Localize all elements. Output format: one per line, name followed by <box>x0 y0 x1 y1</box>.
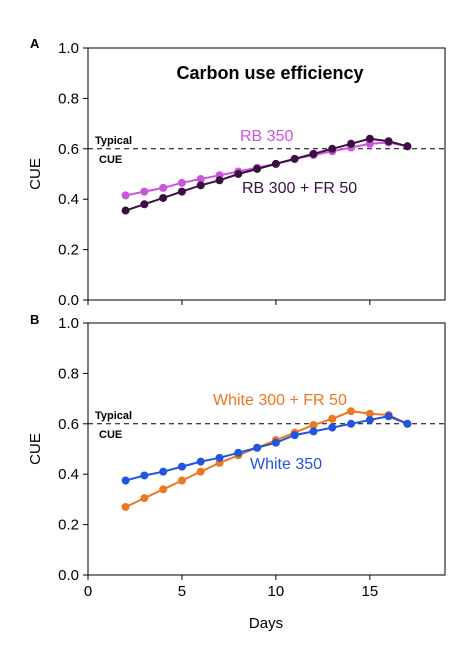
panel-a-rb-300-fr-50-point <box>234 170 243 178</box>
panel-a-rb-300-fr-50-point <box>140 200 149 209</box>
panel-a-series-label-rb-350: RB 350 <box>240 128 293 145</box>
panel-b-y-tick-label: 0.2 <box>58 517 79 534</box>
panel-b-white-300-fr-50-point <box>328 414 337 423</box>
panel-b-white-350-point <box>384 412 393 421</box>
panel-b-white-350-line <box>125 415 408 482</box>
panel-a-y-tick-label: 0.2 <box>58 242 79 259</box>
panel-a-rb-300-fr-50-point <box>328 144 337 153</box>
panel-a-series-label-rb-300-fr-50: RB 300 + FR 50 <box>242 180 357 197</box>
panel-b-white-350-point <box>328 423 337 432</box>
panel-b-plot-frame <box>87 322 446 576</box>
panel-a-rb-350-point <box>140 187 149 196</box>
panel-b-white-350-point <box>403 419 412 428</box>
panel-b-x-axis-title: Days <box>249 615 283 632</box>
panel-a-y-tick-label: 0.8 <box>58 90 79 107</box>
panel-b-x-tick-label: 10 <box>268 583 285 600</box>
panel-a: A Carbon use efficiency CUE Typical CUE … <box>27 36 446 309</box>
panel-a-rb-350-point <box>177 178 186 187</box>
panel-b-reference-label-top: Typical <box>95 410 132 422</box>
panel-a-reference-label-bottom: CUE <box>99 154 122 166</box>
panel-b-reference-label-bottom: CUE <box>99 429 122 441</box>
panel-b: B CUE Days Typical CUE White 300 + FR 50… <box>27 312 446 632</box>
panel-a-rb-300-fr-50-point <box>309 149 318 158</box>
panel-b-white-350-point <box>309 427 318 436</box>
panel-a-reference-label-top: Typical <box>95 135 132 147</box>
panel-b-white-350-point <box>271 438 280 447</box>
panel-a-rb-300-fr-50-point <box>365 134 374 143</box>
panel-b-white-300-fr-50-point <box>309 421 318 430</box>
panel-a-rb-300-fr-50-point <box>384 137 393 146</box>
panel-b-white-300-fr-50-point <box>140 494 149 503</box>
panel-b-y-tick-label: 0.0 <box>58 567 79 584</box>
panel-b-y-tick-label: 0.6 <box>58 416 79 433</box>
panel-b-white-350-point <box>234 448 243 457</box>
panel-a-y-tick-label: 0.4 <box>58 191 79 208</box>
panel-a-y-tick-label: 0.0 <box>58 292 79 309</box>
panel-b-white-300-fr-50-point <box>121 502 130 511</box>
panel-b-y-axis-title: CUE <box>27 433 44 465</box>
panel-b-x-tick-label: 15 <box>361 583 378 600</box>
panel-b-white-350-point <box>290 431 299 440</box>
panel-b-white-350-point <box>215 453 224 462</box>
panel-b-white-300-fr-50-point <box>365 409 374 418</box>
panel-b-x-tick-label: 0 <box>84 583 92 600</box>
panel-b-y-tick-label: 1.0 <box>58 315 79 332</box>
panel-b-series-label-white-300-fr-50: White 300 + FR 50 <box>213 392 347 409</box>
panel-a-title: Carbon use efficiency <box>176 63 363 83</box>
panel-a-y-tick-label: 1.0 <box>58 40 79 57</box>
panel-a-rb-300-fr-50-line <box>125 137 408 212</box>
panel-a-rb-300-fr-50-point <box>196 181 205 190</box>
panel-a-rb-350-point <box>196 175 205 184</box>
panel-a-y-axis-title: CUE <box>27 158 44 190</box>
panel-b-white-350-point <box>196 457 205 466</box>
panel-a-rb-300-fr-50-point <box>271 159 280 168</box>
panel-b-letter: B <box>30 312 39 327</box>
panel-a-rb-300-fr-50-point <box>253 164 262 173</box>
panel-a-rb-350-point <box>121 191 130 200</box>
panel-a-rb-300-fr-50-point <box>347 139 356 148</box>
panel-a-rb-300-fr-50-point <box>177 187 186 196</box>
panel-a-letter: A <box>30 36 40 51</box>
panel-b-y-tick-label: 0.4 <box>58 466 79 483</box>
panel-b-white-300-fr-50-line <box>125 410 408 508</box>
panel-b-white-350-point <box>177 462 186 471</box>
panel-b-white-300-fr-50-point <box>196 467 205 476</box>
panel-b-white-350-point <box>365 416 374 425</box>
panel-a-rb-300-fr-50-point <box>215 176 224 185</box>
panel-b-white-350-point <box>159 467 168 476</box>
panel-b-series-label-white-350: White 350 <box>250 456 322 473</box>
panel-b-x-tick-label: 5 <box>178 583 186 600</box>
panel-b-white-300-fr-50-point <box>177 476 186 485</box>
panel-a-rb-350-point <box>159 183 168 192</box>
panel-b-white-350-point <box>253 443 262 452</box>
panel-b-white-350-point <box>347 419 356 428</box>
panel-a-plot-frame <box>87 47 446 301</box>
panel-a-y-tick-label: 0.6 <box>58 141 79 158</box>
panel-a-rb-300-fr-50-point <box>290 154 299 163</box>
panel-a-rb-300-fr-50-point <box>159 193 168 202</box>
panel-a-rb-300-fr-50-point <box>403 142 412 151</box>
panel-b-y-tick-label: 0.8 <box>58 365 79 382</box>
panel-b-white-300-fr-50-point <box>347 407 356 416</box>
panel-a-rb-300-fr-50-point <box>121 206 130 215</box>
panel-b-white-350-point <box>140 471 149 480</box>
panel-b-white-300-fr-50-point <box>159 485 168 494</box>
panel-b-white-350-point <box>121 476 130 485</box>
